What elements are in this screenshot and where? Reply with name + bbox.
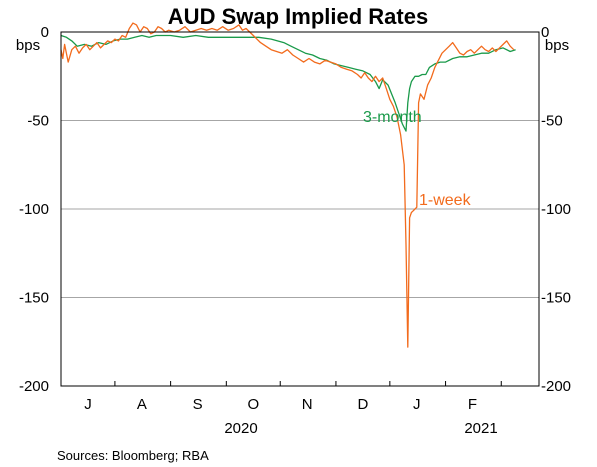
- x-tick-label: A: [137, 396, 147, 413]
- y-tick-label-right: -100: [541, 201, 571, 218]
- y-tick-label-left: -150: [19, 290, 49, 307]
- x-tick-label: J: [84, 396, 92, 413]
- right-axis-tick-labels: 0 -50 -100 -150 -200: [541, 24, 571, 395]
- right-axis-unit: bps: [545, 37, 569, 54]
- series-label-1-week: 1-week: [419, 192, 472, 209]
- x-tick-label: O: [247, 396, 259, 413]
- year-label-2020: 2020: [224, 420, 257, 437]
- left-axis-unit: bps: [16, 37, 40, 54]
- y-tick-label-right: -50: [541, 113, 563, 130]
- series-line-3-month: [60, 34, 516, 132]
- y-tick-label-left: -100: [19, 201, 49, 218]
- series-lines: [60, 22, 516, 348]
- year-label-2021: 2021: [464, 420, 497, 437]
- y-tick-label-right: -150: [541, 290, 571, 307]
- x-axis-ticks: [114, 381, 502, 386]
- x-tick-label: N: [302, 396, 313, 413]
- gridlines: [61, 120, 539, 298]
- chart-title: AUD Swap Implied Rates: [168, 4, 428, 29]
- y-tick-label-left: -200: [19, 378, 49, 395]
- y-tick-label-left: -50: [27, 113, 49, 130]
- x-tick-label: J: [413, 396, 421, 413]
- y-tick-label-right: -200: [541, 378, 571, 395]
- series-line-1-week: [60, 22, 515, 348]
- y-tick-label-left: 0: [41, 24, 49, 41]
- source-note: Sources: Bloomberg; RBA: [57, 448, 209, 463]
- left-axis-tick-labels: 0 -50 -100 -150 -200: [19, 24, 49, 395]
- y-tick-label-right: 0: [541, 24, 549, 41]
- x-tick-label: D: [357, 396, 368, 413]
- x-tick-label: F: [468, 396, 477, 413]
- series-label-3-month: 3-month: [363, 109, 422, 126]
- x-tick-label: S: [193, 396, 203, 413]
